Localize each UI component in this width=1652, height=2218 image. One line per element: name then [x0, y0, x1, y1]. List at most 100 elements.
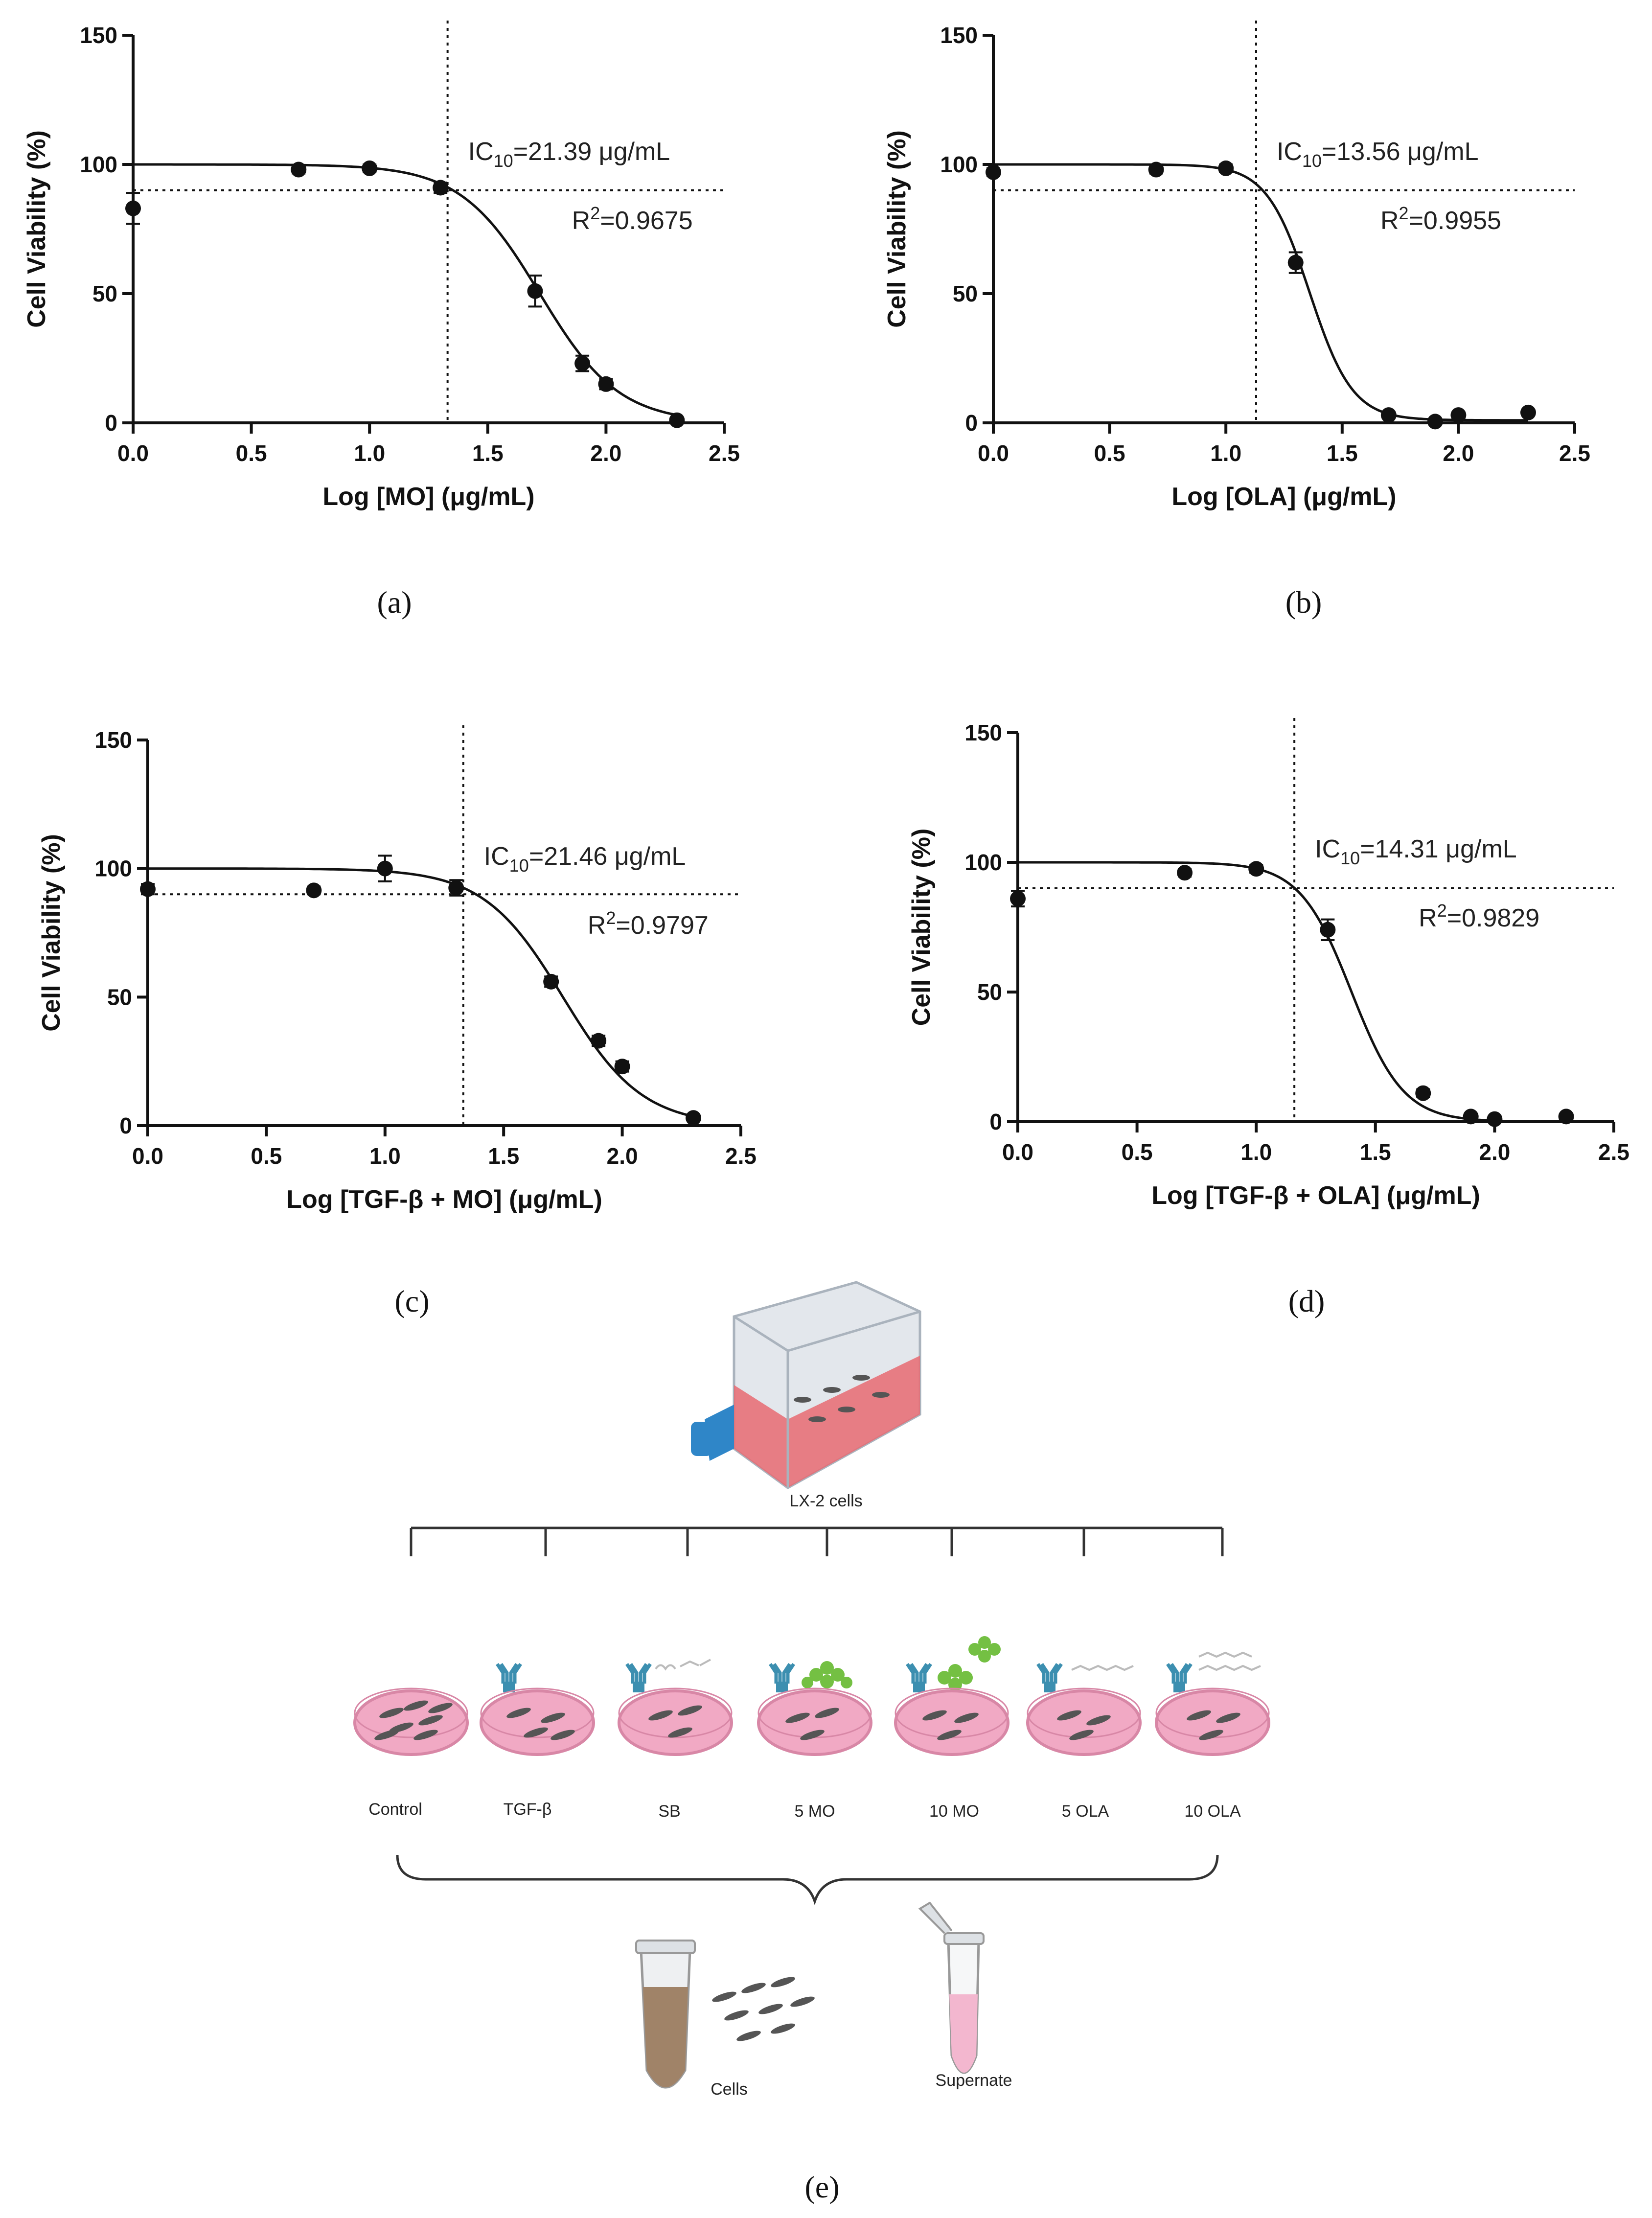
y-axis-title: Cell Viability (%)	[883, 130, 911, 328]
y-tick-label: 0	[965, 410, 978, 436]
ic10-subscript: 10	[494, 151, 513, 171]
y-tick-label: 0	[119, 1113, 132, 1138]
y-tick-label: 150	[964, 720, 1002, 745]
group-label-control: Control	[368, 1800, 422, 1819]
ic10-subscript: 10	[509, 855, 529, 876]
x-tick-label: 2.0	[1443, 440, 1474, 466]
r2-label: R	[572, 207, 591, 235]
ic10-subscript: 10	[1302, 151, 1322, 171]
collection-brace	[396, 1854, 1219, 1905]
data-point	[598, 376, 614, 392]
antibody-icon	[497, 1664, 521, 1692]
x-tick-label: 2.5	[1559, 440, 1590, 466]
r2-label: R	[588, 911, 606, 940]
y-tick-label: 150	[940, 23, 978, 48]
antibody-icon	[1038, 1664, 1061, 1692]
data-point	[1520, 404, 1536, 420]
y-tick-label: 50	[977, 979, 1002, 1005]
x-tick-label: 0.5	[1094, 440, 1125, 466]
data-point	[986, 164, 1001, 180]
r2-superscript: 2	[590, 203, 600, 223]
x-tick-label: 0.5	[251, 1143, 282, 1169]
x-tick-label: 1.0	[369, 1143, 401, 1169]
data-point	[1320, 922, 1336, 938]
r2-value-text: =0.9797	[616, 911, 708, 940]
output-label-cells: Cells	[711, 2080, 748, 2099]
r2-superscript: 2	[1437, 901, 1447, 921]
supernate-tube	[918, 1901, 985, 2074]
flask-cap-end	[691, 1422, 712, 1456]
group-label-tgf: TGF-β	[504, 1800, 552, 1819]
x-axis-title: Log [TGF-β + OLA] (μg/mL)	[1151, 1181, 1480, 1210]
dish-sb	[618, 1687, 733, 1756]
antibody-icon	[1168, 1664, 1191, 1692]
y-tick-label: 100	[94, 856, 132, 881]
x-tick-label: 0.0	[978, 440, 1009, 466]
ola-chain-icon	[1198, 1651, 1252, 1658]
chart-panel-b: 0 50 100 150 0.0 0.5 1.0 1.5 2.0 2.5 Log [OLA] (μg…	[883, 21, 1590, 620]
data-point	[1248, 861, 1264, 877]
cell-pellet-cells	[711, 1975, 816, 2043]
output-label-supernate: Supernate	[936, 2071, 1012, 2090]
x-tick-label: 2.0	[590, 440, 621, 466]
x-tick-label: 2.5	[725, 1143, 757, 1169]
data-point	[1558, 1109, 1574, 1125]
r2-value-text: =0.9675	[600, 207, 692, 235]
ic10-label: IC	[1277, 138, 1302, 166]
dish-10ola	[1155, 1687, 1270, 1756]
group-label-10mo: 10 MO	[929, 1802, 979, 1821]
data-point	[1487, 1111, 1503, 1127]
y-tick-label: 150	[94, 727, 132, 753]
ic10-subscript: 10	[1340, 848, 1360, 868]
chart-panel-d: 0 50 100 150 0.0 0.5 1.0 1.5 2.0 2.5 Log [TGF-β + …	[907, 718, 1629, 1318]
dish-control	[353, 1687, 469, 1756]
y-axis-title: Cell Viability (%)	[23, 130, 51, 328]
group-label-sb: SB	[658, 1802, 680, 1821]
x-tick-label: 2.0	[607, 1143, 638, 1169]
x-tick-label: 1.0	[1210, 440, 1241, 466]
x-axis-title: Log [OLA] (μg/mL)	[1171, 483, 1396, 511]
x-tick-label: 0.0	[117, 440, 149, 466]
antibody-icon	[770, 1664, 794, 1692]
panel-label: (b)	[1285, 585, 1322, 620]
ic10-annotation: IC10=14.31 μg/mL	[1315, 835, 1517, 868]
x-tick-label: 1.5	[1360, 1139, 1391, 1165]
data-point	[1010, 891, 1026, 907]
group-label-5ola: 5 OLA	[1062, 1802, 1109, 1821]
x-axis-title: Log [TGF-β + MO] (μg/mL)	[286, 1185, 602, 1214]
data-point	[362, 160, 378, 176]
panel-label: (d)	[1288, 1284, 1325, 1318]
x-tick-label: 1.0	[1240, 1139, 1272, 1165]
r2-annotation: R2=0.9675	[572, 203, 693, 235]
panel-label-e: (e)	[804, 2170, 839, 2204]
data-point	[614, 1059, 630, 1075]
group-label-5mo: 5 MO	[794, 1802, 835, 1821]
dish-10mo	[894, 1687, 1010, 1756]
ic10-label: IC	[484, 842, 509, 871]
data-point	[686, 1110, 702, 1126]
data-point	[1450, 407, 1467, 423]
ic10-annotation: IC10=21.46 μg/mL	[484, 842, 686, 876]
ic10-value-text: =13.56 μg/mL	[1322, 138, 1479, 166]
x-tick-label: 2.0	[1479, 1139, 1510, 1165]
ic10-annotation: IC10=13.56 μg/mL	[1277, 138, 1479, 171]
data-point	[1427, 414, 1443, 430]
data-point	[543, 973, 559, 990]
data-point	[1463, 1109, 1479, 1125]
y-tick-label: 50	[92, 281, 117, 306]
data-point	[125, 200, 141, 216]
r2-annotation: R2=0.9955	[1380, 203, 1501, 235]
r2-value-text: =0.9955	[1409, 207, 1501, 235]
ic10-label: IC	[1315, 835, 1340, 863]
data-point	[448, 880, 464, 896]
panel-label: (a)	[377, 585, 412, 620]
data-point	[1218, 160, 1234, 176]
ic10-value-text: =14.31 μg/mL	[1360, 835, 1517, 863]
petri-dishes	[353, 1687, 1270, 1756]
x-axis-title: Log [MO] (μg/mL)	[322, 483, 534, 511]
dish-tgf	[480, 1687, 595, 1756]
cells-tube	[635, 1940, 696, 2089]
data-point	[306, 882, 322, 899]
data-point	[669, 412, 685, 428]
